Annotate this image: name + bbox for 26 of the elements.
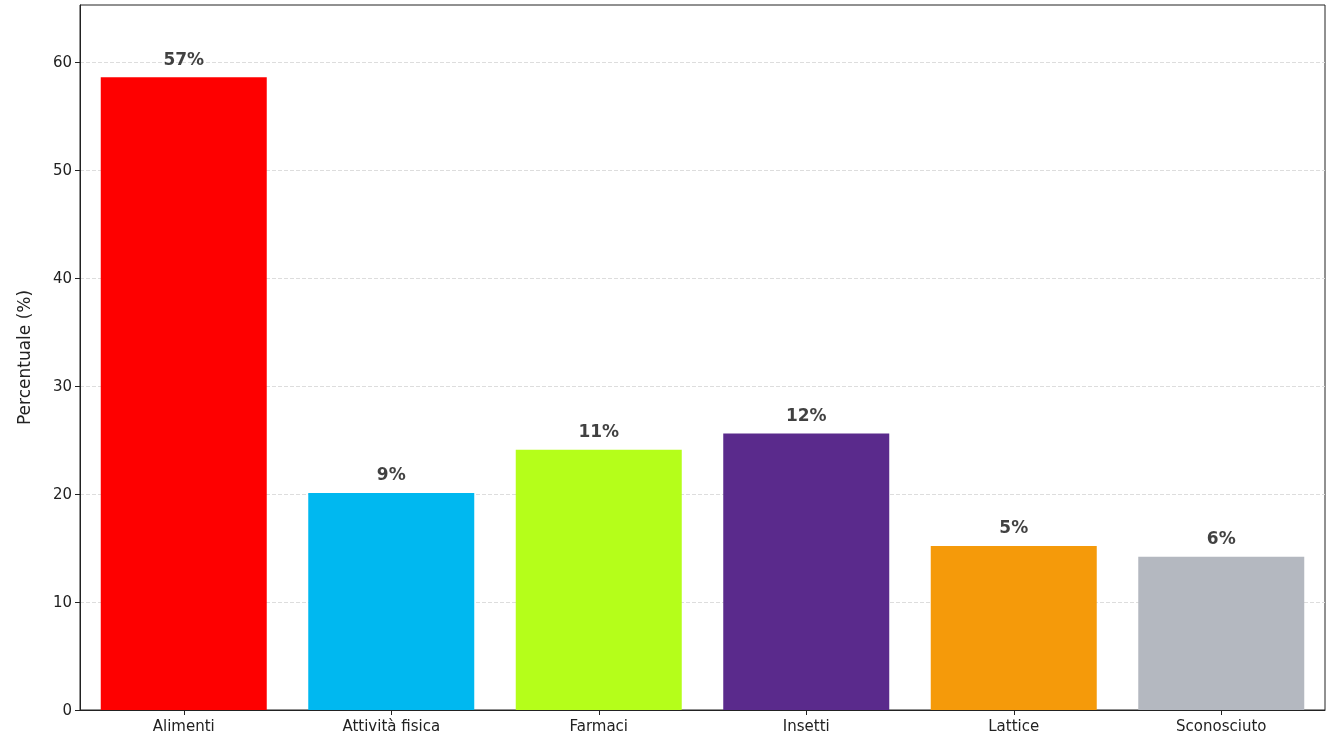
bar bbox=[1138, 556, 1305, 710]
bar bbox=[100, 77, 267, 710]
y-tick-label: 30 bbox=[52, 377, 72, 396]
bar bbox=[723, 433, 890, 710]
x-tick-label: Insetti bbox=[782, 716, 830, 735]
y-tick-label: 0 bbox=[62, 701, 72, 719]
y-tick-label: 20 bbox=[52, 485, 72, 504]
annotation: 11% bbox=[578, 421, 620, 442]
y-tick-label: 40 bbox=[52, 269, 72, 288]
x-tick-label: Sconosciuto bbox=[1176, 716, 1267, 735]
x-tick-label: Farmaci bbox=[569, 716, 629, 735]
bar bbox=[515, 449, 682, 710]
annotation: 12% bbox=[785, 405, 827, 426]
bar bbox=[308, 492, 475, 710]
x-tick-label: Lattice bbox=[988, 716, 1040, 735]
y-tick-label: 50 bbox=[52, 161, 72, 180]
y-tick-label: 60 bbox=[52, 53, 72, 72]
x-tick-label: Alimenti bbox=[152, 716, 215, 735]
annotation: 57% bbox=[163, 48, 205, 69]
annotation: 5% bbox=[999, 517, 1029, 538]
x-tick-label: Attività fisica bbox=[342, 716, 441, 735]
y-tick-label: 10 bbox=[52, 593, 72, 612]
y-axis-title: Percentuale (%) bbox=[13, 289, 34, 426]
annotation: 6% bbox=[1206, 528, 1236, 549]
annotation: 9% bbox=[376, 464, 406, 485]
bar bbox=[930, 545, 1097, 710]
